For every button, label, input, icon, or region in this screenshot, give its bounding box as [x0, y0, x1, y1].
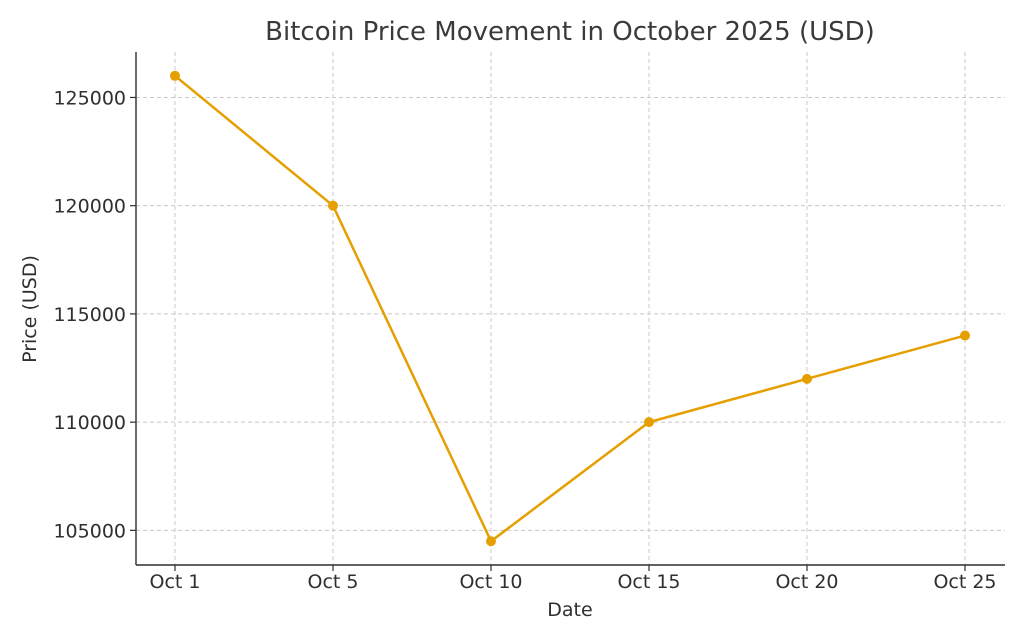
data-point-marker [644, 417, 654, 428]
x-tick-label: Oct 10 [459, 571, 522, 593]
data-point-marker [328, 200, 338, 211]
y-axis-label: Price (USD) [19, 255, 41, 363]
grid-lines [136, 52, 1005, 565]
y-tick-label: 115000 [53, 304, 126, 326]
data-point-marker [486, 536, 496, 547]
x-tick-label: Oct 5 [308, 571, 359, 593]
y-tick-label: 110000 [53, 412, 126, 434]
tick-labels: 105000 110000 115000 120000 125000 Oct 1 Oct 5… [53, 87, 996, 593]
data-series [170, 70, 970, 547]
x-tick-label: Oct 25 [933, 571, 996, 593]
axes [130, 52, 1005, 571]
chart-title: Bitcoin Price Movement in October 2025 (… [265, 17, 875, 47]
y-tick-label: 120000 [53, 196, 126, 218]
data-point-marker [170, 70, 180, 81]
series-line [173, 74, 967, 543]
x-tick-label: Oct 20 [775, 571, 838, 593]
x-axis-label: Date [547, 599, 592, 621]
x-tick-label: Oct 1 [150, 571, 201, 593]
data-point-marker [960, 330, 970, 341]
y-tick-label: 125000 [53, 87, 126, 109]
x-tick-label: Oct 15 [617, 571, 680, 593]
y-tick-label: 105000 [53, 520, 126, 542]
data-point-marker [802, 373, 812, 384]
